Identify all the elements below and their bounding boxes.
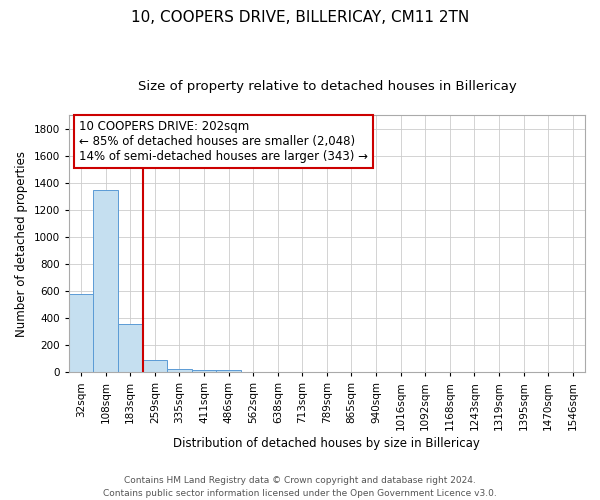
Text: 10 COOPERS DRIVE: 202sqm
← 85% of detached houses are smaller (2,048)
14% of sem: 10 COOPERS DRIVE: 202sqm ← 85% of detach…: [79, 120, 368, 163]
Bar: [192, 370, 217, 372]
Bar: [143, 360, 167, 372]
Text: Contains HM Land Registry data © Crown copyright and database right 2024.
Contai: Contains HM Land Registry data © Crown c…: [103, 476, 497, 498]
Title: Size of property relative to detached houses in Billericay: Size of property relative to detached ho…: [137, 80, 516, 93]
Bar: [217, 370, 241, 372]
Y-axis label: Number of detached properties: Number of detached properties: [15, 150, 28, 336]
Bar: [167, 369, 192, 372]
X-axis label: Distribution of detached houses by size in Billericay: Distribution of detached houses by size …: [173, 437, 481, 450]
Bar: [69, 294, 94, 372]
Bar: [94, 190, 118, 372]
Bar: [118, 324, 143, 372]
Text: 10, COOPERS DRIVE, BILLERICAY, CM11 2TN: 10, COOPERS DRIVE, BILLERICAY, CM11 2TN: [131, 10, 469, 25]
